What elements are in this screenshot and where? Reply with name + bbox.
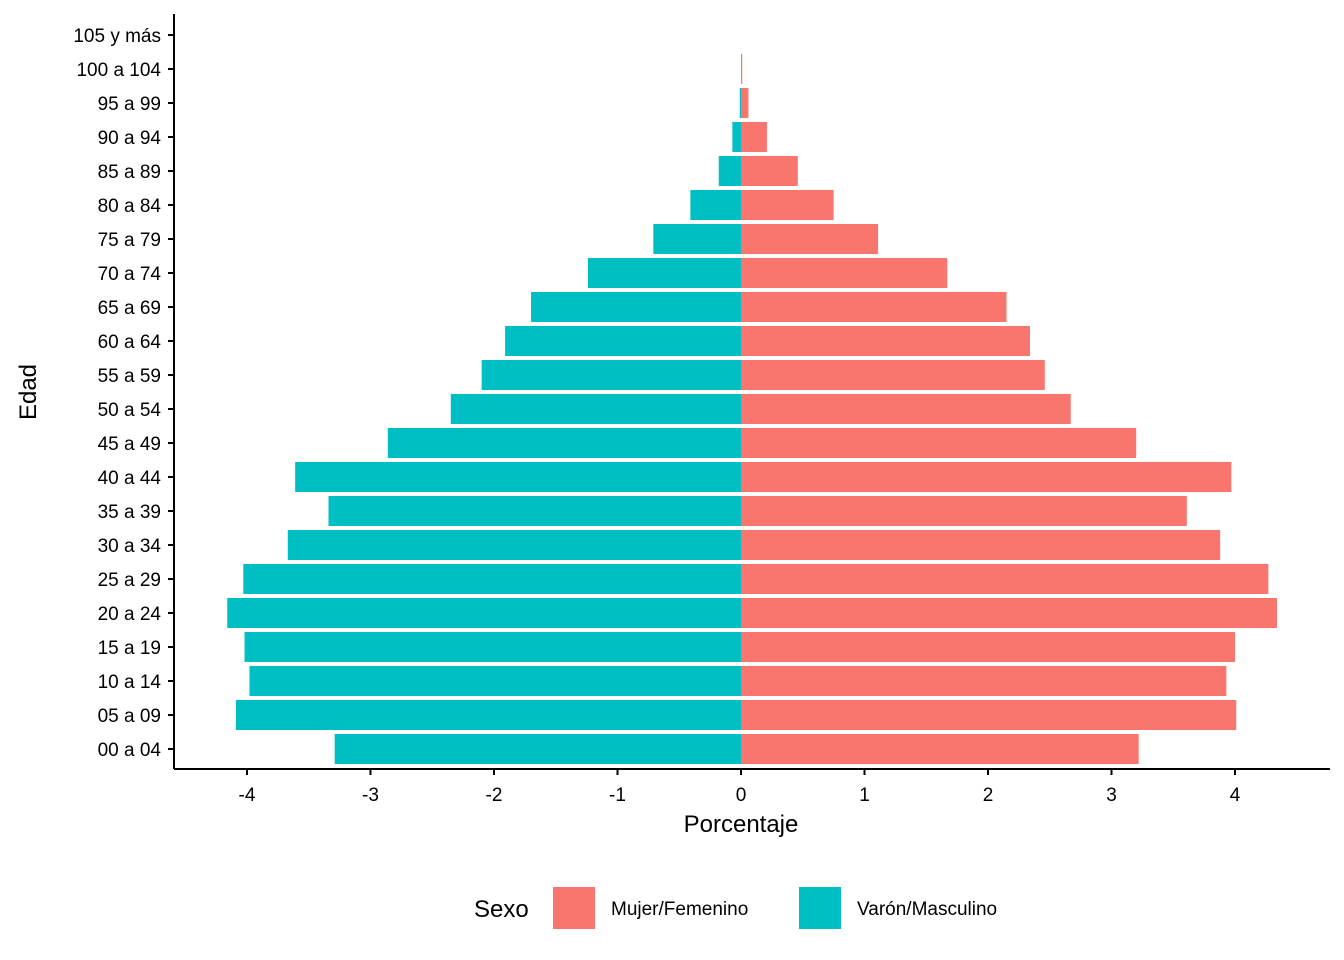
bar-mujer-15 xyxy=(741,224,879,254)
bar-mujer-10 xyxy=(741,394,1071,424)
y-tick-label-19: 95 a 99 xyxy=(98,94,161,115)
bar-mujer-16 xyxy=(741,190,834,220)
y-tick-label-16: 80 a 84 xyxy=(98,196,162,217)
y-tick-label-13: 65 a 69 xyxy=(98,298,161,319)
legend-label-0: Mujer/Femenino xyxy=(611,899,748,920)
bar-varn-13 xyxy=(531,292,741,322)
legend-key-0 xyxy=(553,887,595,929)
y-tick-label-11: 55 a 59 xyxy=(98,366,161,387)
bar-varn-15 xyxy=(653,224,741,254)
y-tick-label-6: 30 a 34 xyxy=(98,536,162,557)
legend-title: Sexo xyxy=(474,896,529,923)
bar-mujer-6 xyxy=(741,530,1221,560)
y-tick-label-1: 05 a 09 xyxy=(98,706,161,727)
bar-varn-17 xyxy=(718,156,741,186)
bar-mujer-8 xyxy=(741,462,1232,492)
x-tick-label-1: -3 xyxy=(362,785,379,806)
bar-mujer-12 xyxy=(741,326,1030,356)
x-tick-label-3: -1 xyxy=(609,785,626,806)
bar-mujer-3 xyxy=(741,632,1235,662)
y-tick-label-9: 45 a 49 xyxy=(98,434,161,455)
bar-mujer-0 xyxy=(741,734,1139,764)
y-tick-label-10: 50 a 54 xyxy=(98,400,162,421)
bar-mujer-13 xyxy=(741,292,1007,322)
x-axis-title: Porcentaje xyxy=(684,811,799,838)
bar-varn-19 xyxy=(739,88,741,118)
bar-varn-12 xyxy=(505,326,741,356)
bars-layer xyxy=(227,54,1277,764)
bar-mujer-2 xyxy=(741,666,1227,696)
bar-varn-0 xyxy=(334,734,741,764)
bar-varn-14 xyxy=(587,258,741,288)
x-tick-label-6: 2 xyxy=(983,785,994,806)
bar-varn-10 xyxy=(450,394,741,424)
x-tick-label-4: 0 xyxy=(736,785,747,806)
y-tick-label-5: 25 a 29 xyxy=(98,570,161,591)
legend-label-1: Varón/Masculino xyxy=(857,899,997,920)
x-tick-label-0: -4 xyxy=(239,785,256,806)
y-axis-title: Edad xyxy=(15,364,42,420)
bar-mujer-7 xyxy=(741,496,1187,526)
x-tick-label-8: 4 xyxy=(1230,785,1241,806)
bar-varn-16 xyxy=(690,190,741,220)
bar-varn-5 xyxy=(243,564,742,594)
bar-varn-7 xyxy=(328,496,741,526)
y-tick-label-8: 40 a 44 xyxy=(98,468,162,489)
bar-mujer-4 xyxy=(741,598,1277,628)
legend: Sexo Mujer/Femenino Varón/Masculino xyxy=(474,887,997,929)
x-tick-label-7: 3 xyxy=(1106,785,1117,806)
y-tick-label-17: 85 a 89 xyxy=(98,162,161,183)
bar-varn-8 xyxy=(295,462,741,492)
bar-mujer-9 xyxy=(741,428,1137,458)
bar-mujer-18 xyxy=(741,122,767,152)
y-tick-label-2: 10 a 14 xyxy=(98,672,162,693)
y-tick-label-7: 35 a 39 xyxy=(98,502,161,523)
bar-varn-18 xyxy=(732,122,741,152)
bar-mujer-20 xyxy=(741,54,743,84)
bar-varn-2 xyxy=(249,666,741,696)
bar-mujer-5 xyxy=(741,564,1269,594)
bar-mujer-17 xyxy=(741,156,798,186)
y-tick-label-20: 100 a 104 xyxy=(76,60,161,81)
bar-varn-11 xyxy=(481,360,741,390)
y-tick-label-3: 15 a 19 xyxy=(98,638,161,659)
y-tick-label-12: 60 a 64 xyxy=(98,332,162,353)
axes-layer: 00 a 04 05 a 09 10 a 14 15 a 19 20 a 24 25 a … xyxy=(73,14,1330,806)
x-tick-label-2: -2 xyxy=(486,785,503,806)
bar-varn-1 xyxy=(235,700,741,730)
legend-key-1 xyxy=(799,887,841,929)
y-tick-label-21: 105 y más xyxy=(73,26,161,47)
bar-varn-9 xyxy=(387,428,741,458)
x-tick-label-5: 1 xyxy=(859,785,870,806)
y-tick-label-14: 70 a 74 xyxy=(98,264,162,285)
y-tick-label-4: 20 a 24 xyxy=(98,604,162,625)
bar-mujer-11 xyxy=(741,360,1045,390)
y-tick-label-0: 00 a 04 xyxy=(98,740,162,761)
bar-mujer-19 xyxy=(741,88,749,118)
y-tick-label-15: 75 a 79 xyxy=(98,230,161,251)
bar-mujer-14 xyxy=(741,258,948,288)
bar-varn-4 xyxy=(227,598,742,628)
bar-mujer-1 xyxy=(741,700,1237,730)
bar-varn-3 xyxy=(244,632,741,662)
bar-varn-6 xyxy=(287,530,741,560)
y-tick-label-18: 90 a 94 xyxy=(98,128,162,149)
